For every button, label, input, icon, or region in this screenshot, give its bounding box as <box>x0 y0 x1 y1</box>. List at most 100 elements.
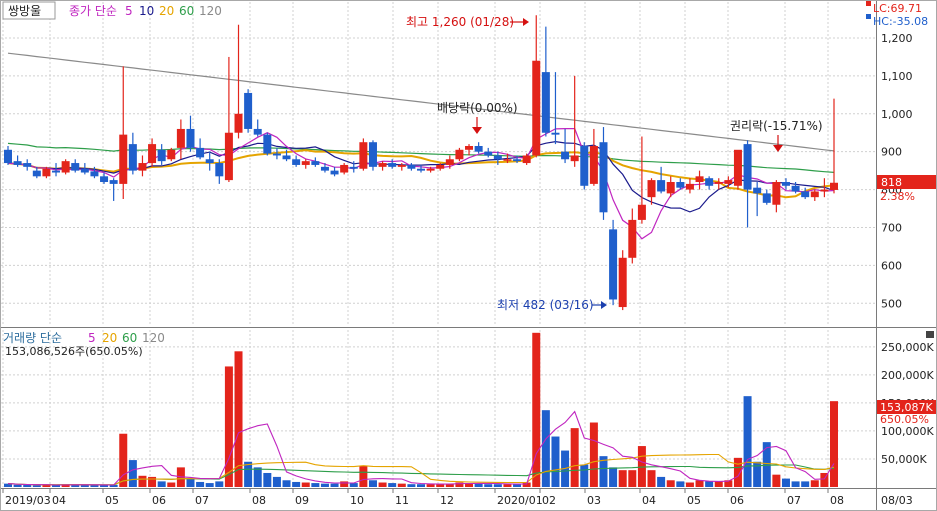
candle[interactable] <box>388 159 397 169</box>
volume-bar[interactable] <box>685 482 694 487</box>
candle[interactable] <box>224 56 233 182</box>
candle[interactable] <box>311 157 320 167</box>
volume-bar[interactable] <box>733 457 742 487</box>
candle[interactable] <box>330 166 339 177</box>
volume-bar[interactable] <box>580 464 589 487</box>
volume-bar[interactable] <box>80 485 89 487</box>
candle[interactable] <box>820 178 829 198</box>
candle[interactable] <box>465 144 474 156</box>
candle[interactable] <box>244 89 253 133</box>
candle[interactable] <box>378 161 387 171</box>
volume-bar[interactable] <box>637 446 646 487</box>
volume-bar[interactable] <box>676 481 685 487</box>
candle[interactable] <box>349 161 358 173</box>
candle[interactable] <box>397 163 406 171</box>
volume-bar[interactable] <box>570 428 579 487</box>
volume-bar[interactable] <box>465 483 474 487</box>
volume-bar[interactable] <box>71 484 80 487</box>
volume-bar[interactable] <box>599 456 608 487</box>
volume-bar[interactable] <box>340 481 349 487</box>
volume-bar[interactable] <box>23 485 32 487</box>
volume-bar[interactable] <box>244 461 253 487</box>
candle[interactable] <box>522 153 531 165</box>
candle[interactable] <box>186 115 195 152</box>
candle[interactable] <box>724 176 733 188</box>
candle[interactable] <box>80 163 89 175</box>
candle[interactable] <box>455 147 464 162</box>
candle[interactable] <box>32 166 41 179</box>
candle[interactable] <box>580 142 589 190</box>
volume-bar[interactable] <box>388 483 397 487</box>
candle[interactable] <box>4 146 12 165</box>
candle[interactable] <box>417 164 425 173</box>
volume-bar[interactable] <box>724 480 733 487</box>
candle[interactable] <box>830 98 838 194</box>
volume-bar[interactable] <box>224 366 233 487</box>
volume-bar[interactable] <box>618 470 627 487</box>
volume-bar[interactable] <box>311 483 320 487</box>
candle[interactable] <box>589 128 598 186</box>
candle[interactable] <box>561 128 570 164</box>
candle[interactable] <box>493 151 502 165</box>
candle[interactable] <box>42 166 51 179</box>
candle[interactable] <box>368 140 377 171</box>
volume-bar[interactable] <box>532 332 541 487</box>
volume-bar[interactable] <box>215 481 224 487</box>
volume-bar[interactable] <box>705 481 714 487</box>
candle[interactable] <box>196 138 205 160</box>
candle[interactable] <box>272 147 281 160</box>
candle[interactable] <box>109 178 118 201</box>
candle[interactable] <box>503 153 512 164</box>
volume-bar[interactable] <box>263 472 272 487</box>
volume-bar[interactable] <box>61 484 70 487</box>
candle[interactable] <box>647 178 656 205</box>
candle[interactable] <box>513 155 522 164</box>
candle[interactable] <box>320 163 329 173</box>
volume-bar[interactable] <box>13 484 22 487</box>
volume-bar[interactable] <box>589 422 598 487</box>
volume-bar[interactable] <box>513 484 522 487</box>
volume-bar[interactable] <box>148 476 157 487</box>
candle[interactable] <box>205 151 214 171</box>
candle[interactable] <box>253 119 262 137</box>
candle[interactable] <box>176 119 185 160</box>
stock-name[interactable]: 쌍방울 <box>8 4 41 18</box>
candle[interactable] <box>685 178 694 194</box>
volume-bar[interactable] <box>714 481 723 487</box>
volume-bar[interactable] <box>830 401 838 487</box>
candle[interactable] <box>628 208 637 264</box>
volume-bar[interactable] <box>417 484 425 487</box>
candle[interactable] <box>215 159 224 184</box>
volume-bar[interactable] <box>4 483 12 487</box>
candle[interactable] <box>801 187 810 200</box>
volume-bar[interactable] <box>32 485 41 487</box>
volume-bar[interactable] <box>762 442 771 487</box>
volume-bar[interactable] <box>743 396 752 487</box>
volume-bar[interactable] <box>407 484 416 487</box>
volume-bar[interactable] <box>493 484 502 487</box>
volume-bar[interactable] <box>359 465 368 487</box>
volume-bar[interactable] <box>196 481 205 487</box>
volume-bar[interactable] <box>186 478 195 487</box>
candle[interactable] <box>666 176 675 198</box>
volume-bar[interactable] <box>541 410 550 487</box>
candle[interactable] <box>61 159 70 175</box>
volume-bar[interactable] <box>522 482 531 487</box>
candle[interactable] <box>657 166 666 194</box>
volume-bar[interactable] <box>666 480 675 487</box>
volume-bar[interactable] <box>253 467 262 487</box>
candle[interactable] <box>282 149 291 162</box>
candle[interactable] <box>157 144 166 165</box>
candle[interactable] <box>148 138 157 167</box>
volume-bar[interactable] <box>551 436 560 487</box>
candle[interactable] <box>781 178 790 190</box>
volume-bar[interactable] <box>119 433 128 487</box>
candle[interactable] <box>407 163 416 171</box>
candle[interactable] <box>618 250 627 311</box>
candle[interactable] <box>810 189 819 201</box>
volume-bar[interactable] <box>628 470 637 487</box>
candle[interactable] <box>167 147 176 162</box>
candle[interactable] <box>676 178 685 190</box>
candle[interactable] <box>426 166 435 173</box>
volume-bar[interactable] <box>378 482 387 487</box>
